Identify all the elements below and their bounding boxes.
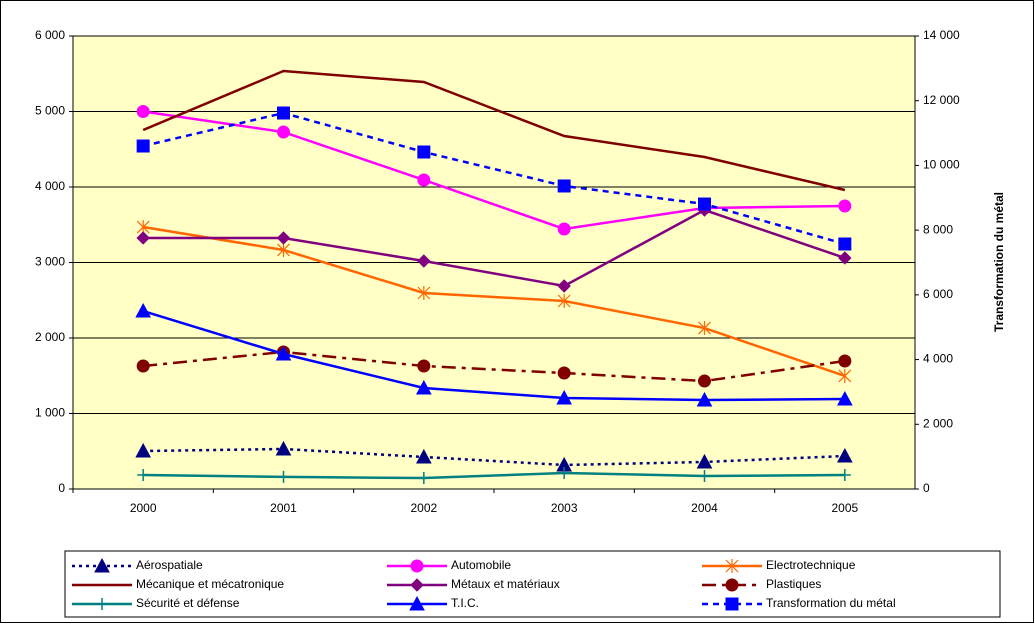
y2-tick-label: 10 000 — [923, 158, 960, 172]
marker — [415, 448, 432, 464]
legend-label: Sécurité et défense — [136, 596, 240, 610]
marker — [409, 595, 425, 611]
marker — [137, 469, 150, 482]
marker — [836, 447, 853, 463]
marker — [277, 106, 290, 120]
marker — [698, 374, 711, 388]
y-tick-label: 5 000 — [35, 104, 65, 118]
marker — [838, 469, 851, 482]
y2-axis-label: Transformation du métal — [992, 192, 1006, 332]
series-line — [143, 471, 845, 480]
series-line — [143, 208, 846, 288]
marker — [136, 139, 150, 153]
legend-label: Plastiques — [766, 577, 821, 591]
marker — [698, 470, 711, 483]
legend-label: Métaux et matériaux — [451, 577, 560, 591]
marker — [725, 578, 739, 592]
marker — [136, 359, 150, 373]
marker — [838, 354, 852, 368]
marker — [136, 105, 150, 118]
legend — [64, 550, 1001, 618]
marker — [277, 125, 290, 139]
marker — [136, 231, 150, 245]
marker — [410, 578, 424, 592]
marker — [277, 470, 290, 483]
marker — [135, 442, 152, 458]
marker — [417, 254, 431, 268]
x-tick-label: 2005 — [831, 501, 858, 515]
marker — [725, 597, 739, 611]
marker — [417, 145, 431, 159]
y-tick-label: 3 000 — [35, 255, 65, 269]
y-tick-label: 0 — [58, 481, 65, 495]
marker — [96, 598, 108, 610]
marker — [94, 557, 110, 573]
marker — [135, 302, 152, 318]
marker — [838, 251, 852, 265]
marker — [417, 173, 431, 187]
marker — [275, 440, 292, 456]
marker — [838, 199, 852, 213]
x-tick-label: 2000 — [130, 501, 157, 515]
x-tick-label: 2002 — [410, 501, 437, 515]
marker — [838, 368, 852, 383]
marker — [556, 389, 573, 405]
y2-tick-label: 12 000 — [923, 93, 960, 107]
series-line — [143, 447, 845, 467]
marker — [725, 559, 739, 573]
marker — [417, 472, 430, 485]
marker — [696, 391, 713, 407]
series-line — [142, 225, 846, 378]
marker — [698, 321, 711, 336]
x-tick-label: 2003 — [551, 501, 578, 515]
marker — [417, 286, 431, 301]
y2-tick-label: 4 000 — [923, 352, 953, 366]
y-tick-label: 4 000 — [35, 179, 65, 193]
marker — [275, 345, 292, 361]
marker — [836, 390, 853, 406]
y2-tick-label: 6 000 — [923, 287, 953, 301]
legend-label: Electrotechnique — [766, 558, 856, 572]
series-line — [142, 69, 846, 192]
y2-tick-label: 2 000 — [923, 416, 953, 430]
marker — [557, 279, 571, 293]
marker — [557, 179, 571, 193]
marker — [558, 466, 571, 479]
series-line — [143, 350, 846, 383]
marker — [417, 359, 431, 373]
legend-label: Automobile — [451, 558, 511, 572]
legend-label: Aérospatiale — [136, 558, 203, 572]
marker — [557, 222, 571, 236]
marker — [410, 559, 424, 573]
y-tick-label: 2 000 — [35, 330, 65, 344]
y2-tick-label: 14 000 — [923, 28, 960, 42]
marker — [696, 453, 713, 469]
marker — [698, 197, 711, 211]
y2-tick-label: 0 — [923, 481, 930, 495]
marker — [557, 366, 571, 380]
marker — [415, 379, 432, 395]
marker — [276, 231, 291, 245]
series-line — [142, 309, 845, 402]
series-line — [142, 110, 845, 231]
legend-label: Transformation du métal — [766, 596, 896, 610]
marker — [277, 242, 290, 257]
marker — [838, 237, 852, 251]
y-tick-label: 6 000 — [35, 28, 65, 42]
marker — [557, 294, 571, 309]
x-tick-label: 2001 — [270, 501, 297, 515]
legend-label: Mécanique et mécatronique — [136, 577, 284, 591]
legend-label: T.I.C. — [451, 596, 479, 610]
y2-tick-label: 8 000 — [923, 222, 953, 236]
y-tick-label: 1 000 — [35, 406, 65, 420]
x-tick-label: 2004 — [691, 501, 718, 515]
